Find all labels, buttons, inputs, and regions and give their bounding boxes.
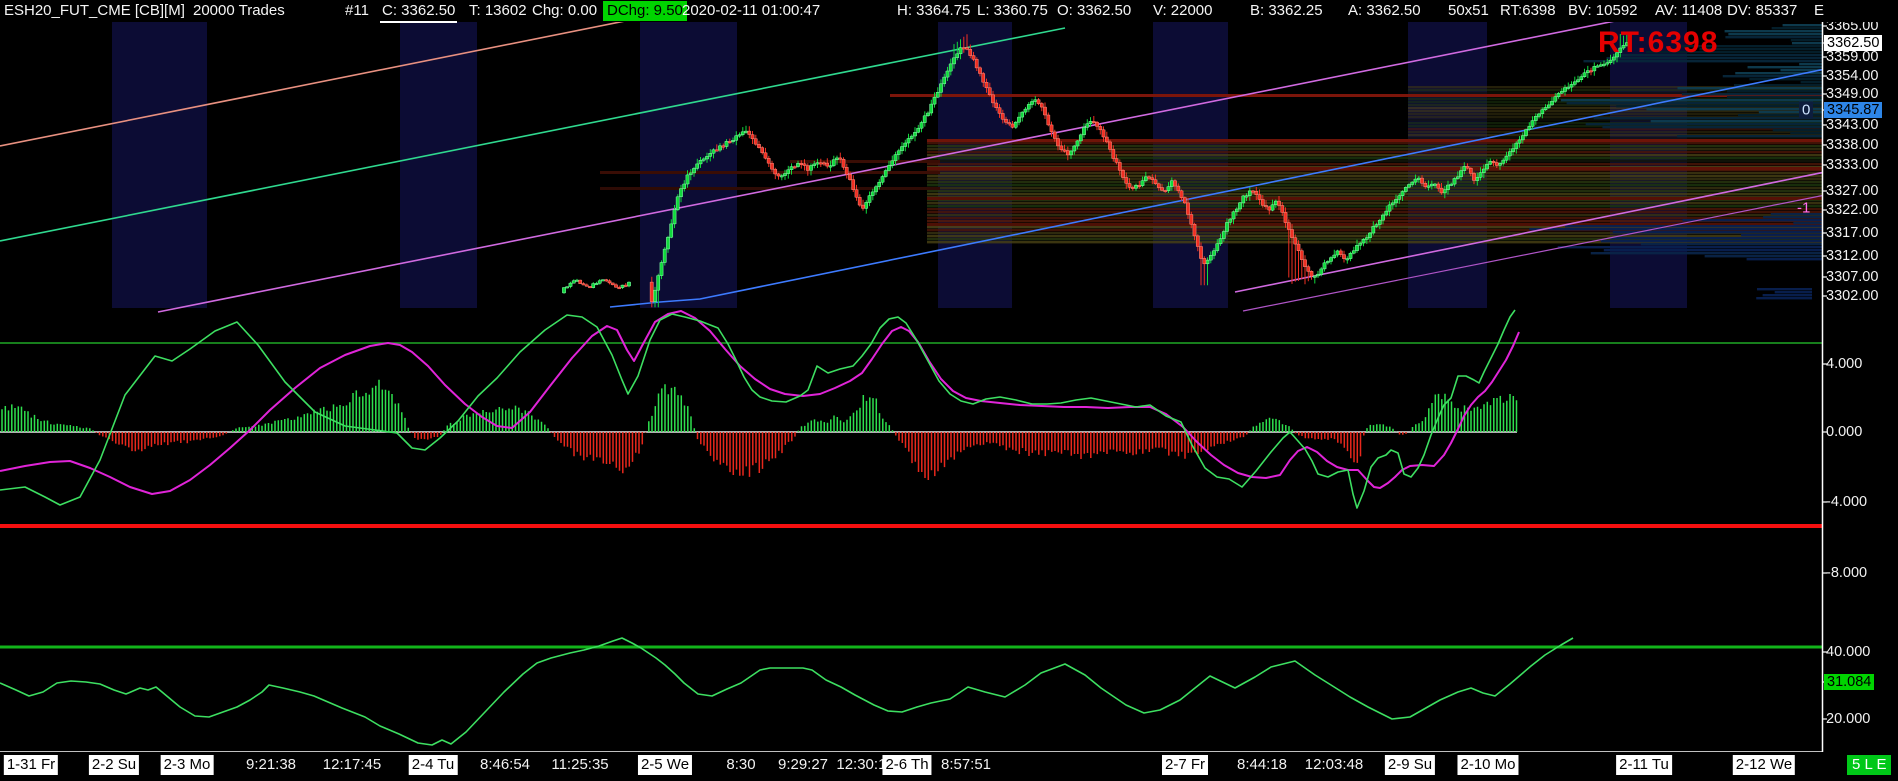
indicator-axis-label: 4.000 — [1826, 356, 1863, 372]
title-bar: ESH20_FUT_CME [CB][M] 20000 Trades #11 C: 3… — [0, 0, 1898, 23]
indicator-axis-label: 40.000 — [1826, 644, 1871, 660]
time-axis-label: 8:30 — [726, 756, 756, 773]
indicator-axis-label: -8.000 — [1826, 565, 1868, 581]
titlebar-field: H: 3364.75 — [897, 2, 971, 19]
trendline-violet-low1[interactable] — [1234, 171, 1830, 293]
indicator-axis-label: -4.000 — [1826, 494, 1868, 510]
time-axis-label: 2-12 We — [1732, 755, 1796, 775]
time-axis-label: 8:57:51 — [940, 756, 992, 773]
time-axis-label: 9:29:27 — [777, 756, 829, 773]
time-axis-label: 12:03:48 — [1304, 756, 1364, 773]
titlebar-field: O: 3362.50 — [1057, 2, 1132, 19]
trendline-blue[interactable] — [609, 68, 1830, 308]
trendline-violet-low2[interactable] — [1242, 194, 1830, 312]
macd-signal-line — [0, 310, 1520, 495]
candles-down — [578, 47, 1593, 302]
trendline-teal[interactable] — [0, 27, 1066, 242]
status-badge: 5 L E — [1847, 755, 1892, 775]
titlebar-field: BV: 10592 — [1568, 2, 1638, 19]
titlebar-field: #11 — [345, 2, 369, 19]
price-axis-label: 3343.00 — [1826, 117, 1879, 133]
price-axis-label: 3333.00 — [1826, 157, 1879, 173]
macd-fast-line — [0, 309, 1516, 509]
time-axis-label: 2-10 Mo — [1457, 755, 1519, 775]
price-axis-label: 3345.87 — [1824, 102, 1883, 118]
time-axis-label: 2-7 Fr — [1161, 755, 1209, 775]
titlebar-field: 20000 Trades — [193, 2, 285, 19]
trendline-violet-mid[interactable] — [157, 7, 1685, 313]
time-axis-label: 12:17:45 — [322, 756, 382, 773]
time-axis-label: 12:30:11 — [836, 756, 894, 773]
price-axis-label: 3359.00 — [1826, 49, 1879, 65]
macd-histogram-positive — [1, 379, 1518, 432]
price-axis-label: 3338.00 — [1826, 137, 1879, 153]
titlebar-field: C: 3362.50 — [380, 1, 458, 23]
titlebar-field: 2020-02-11 01:00:47 — [682, 2, 821, 19]
price-axis-label: 3365.00 — [1826, 18, 1879, 34]
titlebar-field: L: 3360.75 — [977, 2, 1048, 19]
titlebar-field: T: 13602 — [469, 2, 527, 19]
titlebar-field: AV: 11408 — [1655, 2, 1723, 19]
oscillator-line — [0, 637, 1574, 746]
titlebar-field: B: 3362.25 — [1250, 2, 1323, 19]
price-axis-label: 3317.00 — [1826, 225, 1879, 241]
trendline-salmon[interactable] — [0, 4, 710, 147]
price-axis-label: 3349.00 — [1826, 86, 1879, 102]
macd-histogram-negative — [95, 432, 1407, 480]
time-axis-label: 2-2 Su — [88, 755, 140, 775]
time-axis-label: 1-31 Fr — [3, 755, 59, 775]
titlebar-field: E — [1814, 2, 1825, 19]
price-axis-label: 3307.00 — [1826, 269, 1879, 285]
session-band — [112, 22, 207, 308]
indicator-axis-label: 31.084 — [1824, 674, 1875, 690]
titlebar-field: A: 3362.50 — [1348, 2, 1421, 19]
price-axis-label: 3322.00 — [1826, 202, 1879, 218]
price-axis-label: 3354.00 — [1826, 68, 1879, 84]
rt-counter-overlay: RT:6398 — [1598, 26, 1719, 59]
titlebar-field: DV: 85337 — [1727, 2, 1798, 19]
titlebar-field: 50x51 — [1448, 2, 1489, 19]
time-axis-label: 2-3 Mo — [160, 755, 214, 775]
session-band — [400, 22, 477, 308]
time-axis[interactable]: 1-31 Fr 2-2 Su 2-3 Mo 9:21:38 12:17:45 2-4 Tu… — [0, 752, 1898, 781]
time-axis-label: 2-9 Su — [1384, 755, 1436, 775]
time-axis-label: 2-11 Tu — [1616, 755, 1672, 775]
titlebar-field: ESH20_FUT_CME [CB][M] — [4, 2, 185, 19]
indicator-axis-label: 0.000 — [1826, 424, 1863, 440]
titlebar-field: Chg: 0.00 — [532, 2, 598, 19]
time-axis-label: 9:21:38 — [245, 756, 297, 773]
titlebar-field: RT:6398 — [1500, 2, 1556, 19]
position-marker: 0 — [1799, 101, 1814, 119]
indicator-axis-label: 20.000 — [1826, 711, 1871, 727]
titlebar-field: DChg: 9.50 — [603, 1, 687, 21]
session-band — [640, 22, 737, 308]
price-axis-label: 3302.00 — [1826, 288, 1879, 304]
price-axis-label: 3327.00 — [1826, 183, 1879, 199]
titlebar-field: V: 22000 — [1153, 2, 1213, 19]
time-axis-label: 8:46:54 — [479, 756, 531, 773]
position-marker: -1 — [1797, 199, 1811, 217]
time-axis-label: 11:25:35 — [551, 756, 609, 773]
time-axis-label: 2-5 We — [637, 755, 693, 775]
time-axis-label: 2-6 Th — [882, 755, 932, 775]
price-axis-label: 3362.50 — [1824, 35, 1883, 51]
time-axis-label: 8:44:18 — [1236, 756, 1288, 773]
price-axis-label: 3312.00 — [1826, 248, 1879, 264]
time-axis-label: 2-4 Tu — [408, 755, 458, 775]
